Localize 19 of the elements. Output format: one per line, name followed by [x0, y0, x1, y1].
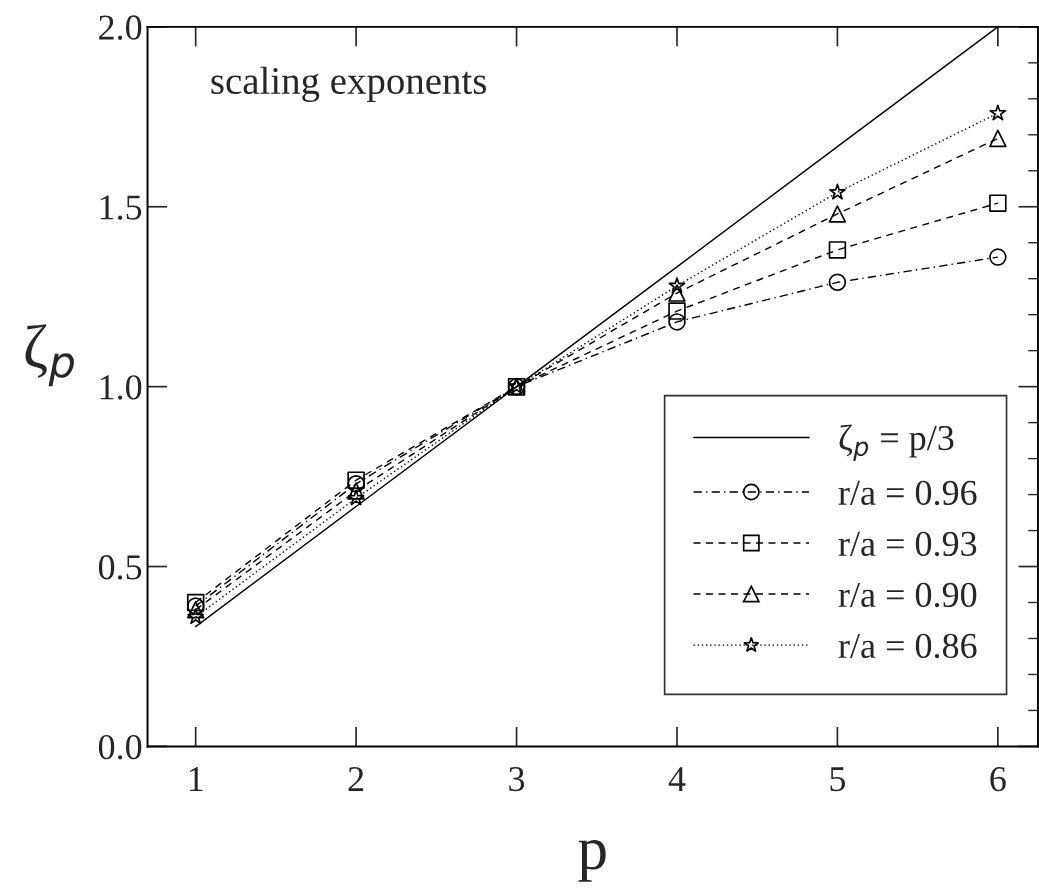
x-tick-label: 5	[830, 767, 846, 792]
y-tick-label: 0.5	[98, 555, 142, 580]
y-tick-label: 0.0	[98, 734, 142, 760]
x-tick-label: 3	[509, 767, 525, 792]
legend-label: r/a = 0.90	[838, 582, 977, 608]
legend-label: r/a = 0.93	[838, 531, 977, 557]
x-tick-label: 2	[348, 767, 364, 791]
legend-label: r/a = 0.86	[838, 633, 977, 659]
y-tick-label: 1.5	[100, 195, 142, 220]
x-axis-title: p	[578, 840, 606, 882]
y-tick-label: 2.0	[99, 15, 142, 40]
legend-label: ζ$_{p}$ = p/3	[839, 424, 954, 462]
legend-label: r/a = 0.96	[838, 480, 977, 506]
annotation: scaling exponents	[211, 66, 487, 103]
x-tick-label: 4	[668, 767, 686, 791]
x-tick-label: 6	[990, 767, 1006, 792]
y-tick-label: 1.0	[100, 375, 142, 400]
x-tick-label: 1	[189, 767, 203, 791]
y-axis-title: ζ$_{p}$	[25, 324, 74, 387]
